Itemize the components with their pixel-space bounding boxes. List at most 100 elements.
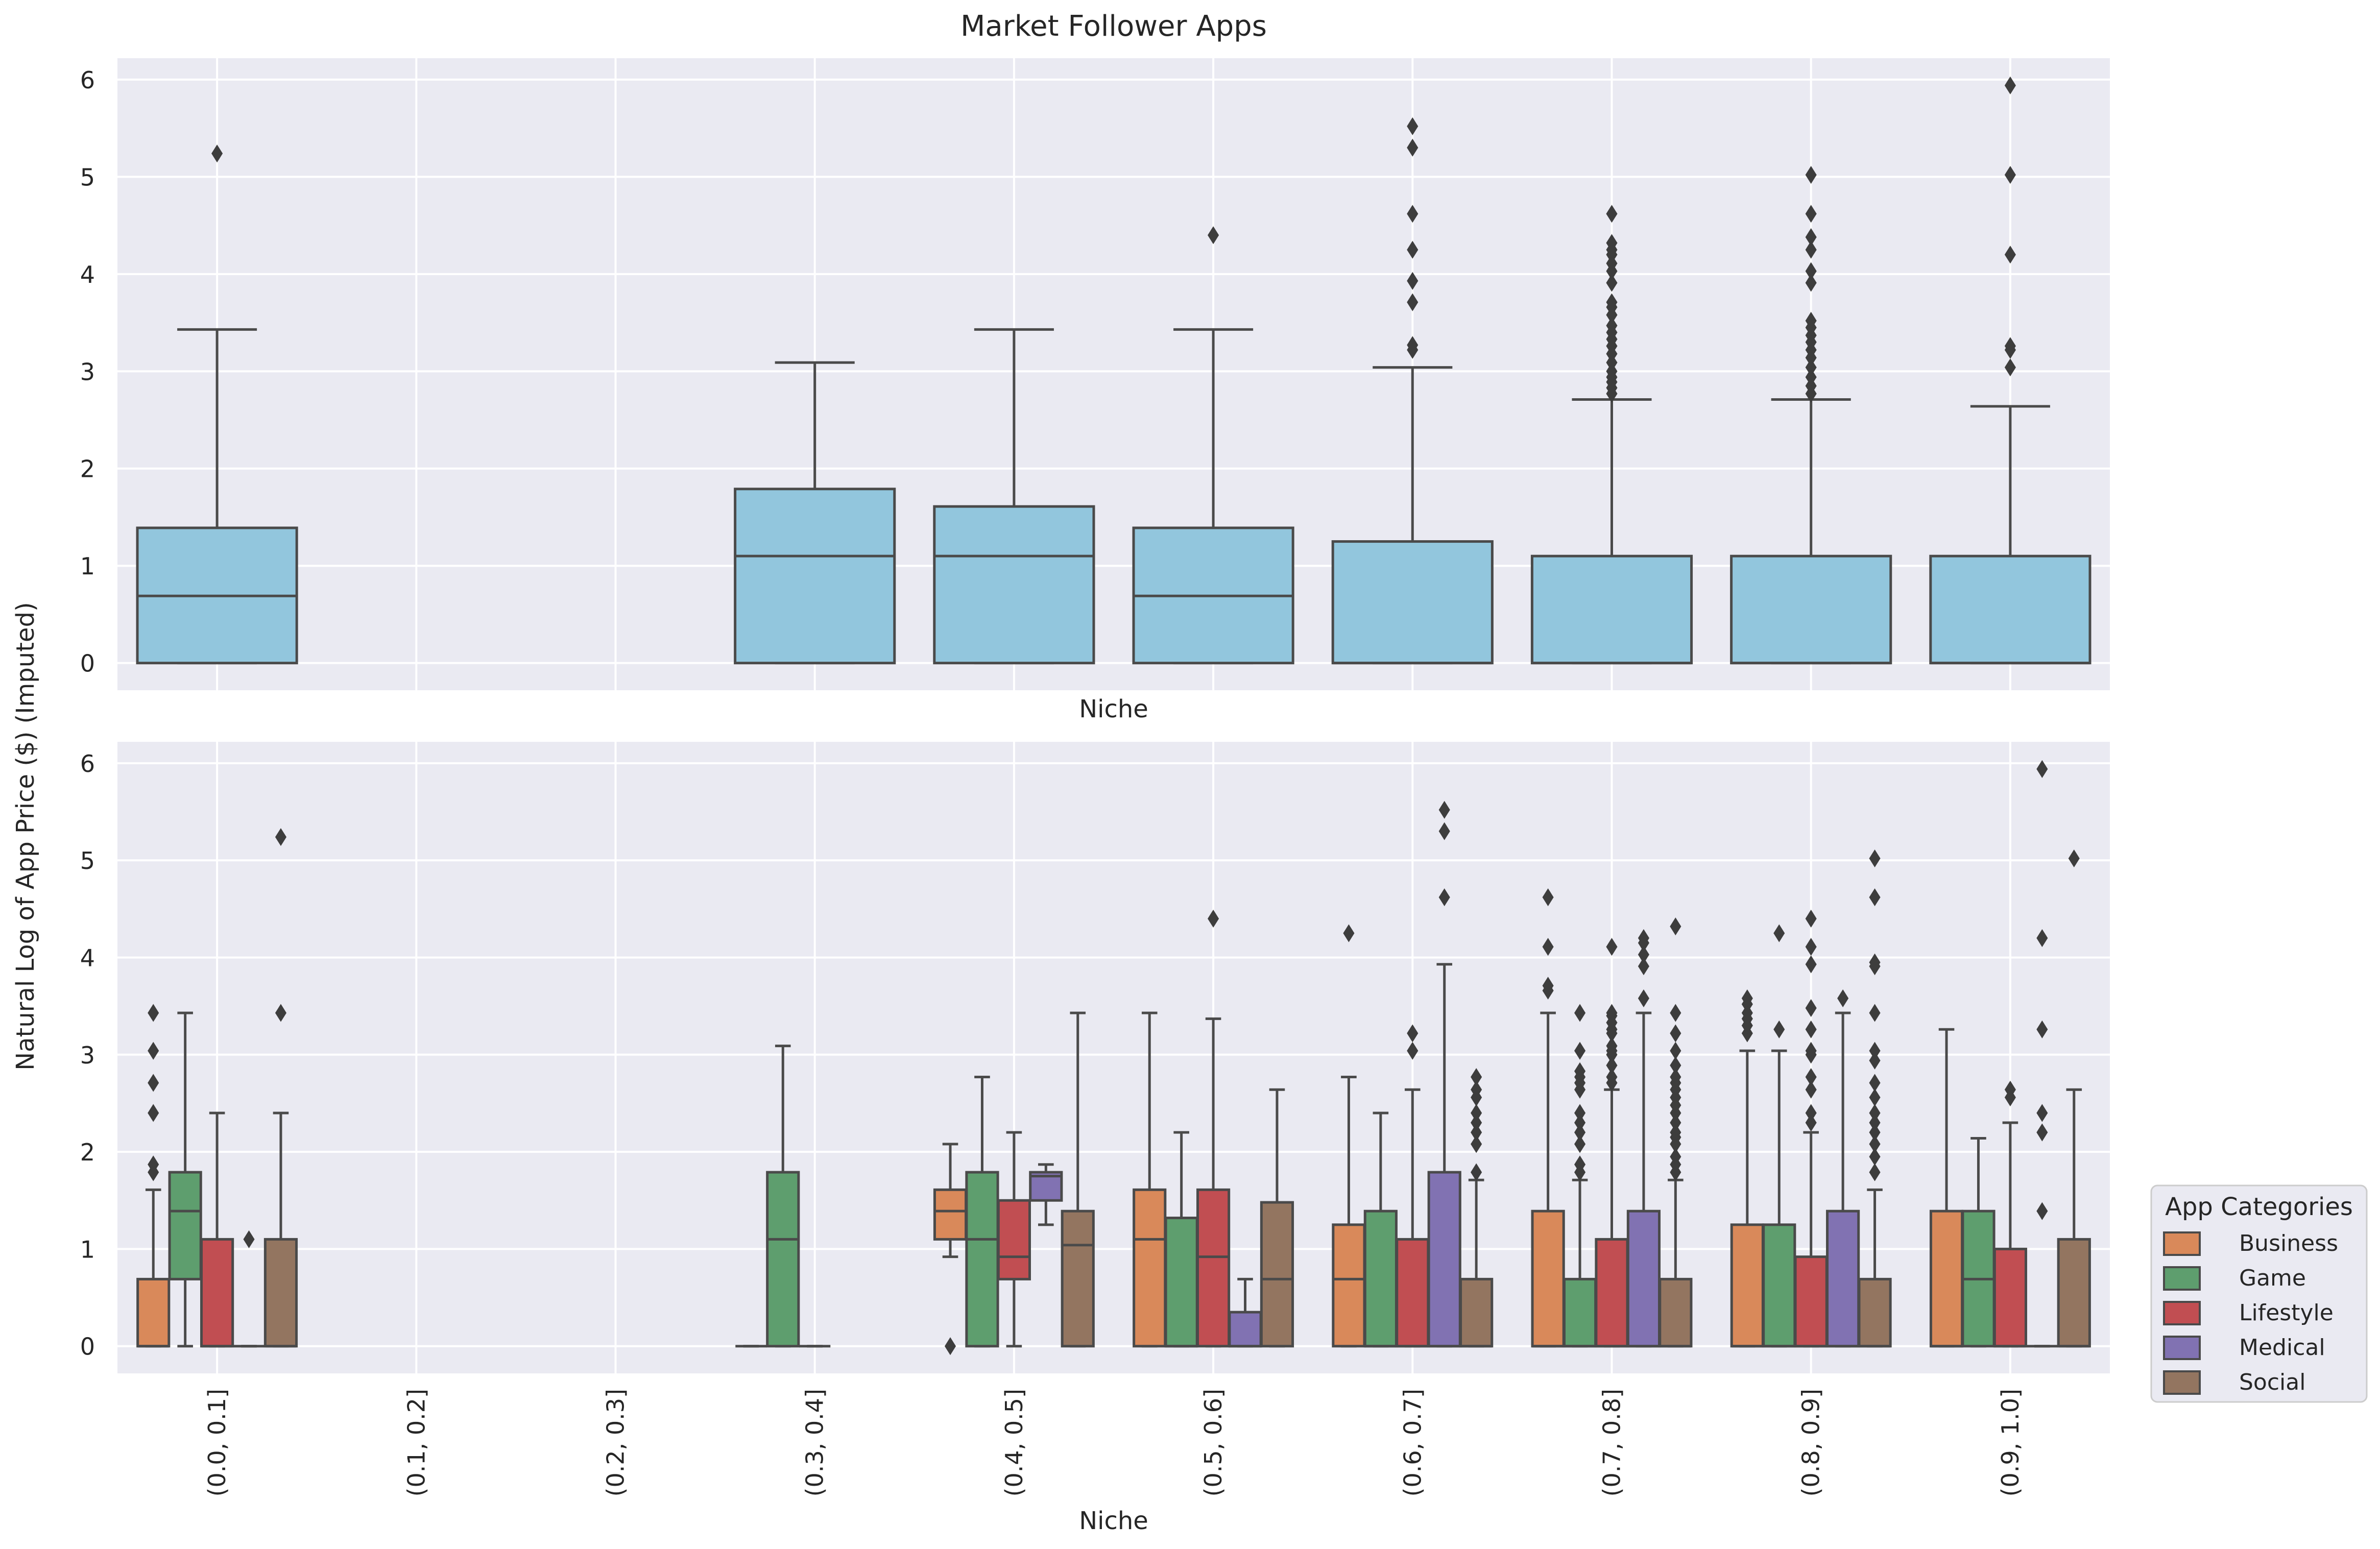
box-iqr [933, 1188, 968, 1241]
legend-swatch [2163, 1301, 2201, 1325]
outlier-marker [1805, 1068, 1817, 1086]
bottom-box-social-5 [1260, 1088, 1294, 1348]
bottom-box-game-8 [1762, 924, 1796, 1348]
bottom-y-tick-label: 5 [80, 847, 95, 875]
outlier-marker [1606, 1056, 1618, 1075]
outlier-marker [1805, 166, 1817, 184]
outlier-marker [1574, 1104, 1586, 1122]
outlier-marker [1471, 1114, 1482, 1132]
outlier-marker [1208, 909, 1219, 928]
outlier-marker [1407, 293, 1419, 311]
legend-label: Medical [2239, 1335, 2325, 1361]
outlier-marker [1869, 1148, 1881, 1166]
outlier-marker [1869, 1074, 1881, 1092]
outlier-marker [1869, 1104, 1881, 1122]
legend: App Categories Business Game Lifestyle Medic… [2150, 1184, 2368, 1403]
bottom-box-medical-5 [1228, 1277, 1262, 1348]
outlier-marker [1670, 1004, 1681, 1022]
outlier-marker [2004, 166, 2016, 184]
top-y-tick-label: 5 [80, 163, 95, 191]
top-y-tick-label: 1 [80, 552, 95, 580]
outlier-marker [1407, 138, 1419, 157]
outlier-marker [1606, 274, 1618, 292]
box-iqr [1530, 554, 1693, 665]
x-tick-label: (0.1, 0.2] [402, 1389, 430, 1496]
bottom-box-lifestyle-0 [200, 1111, 234, 1348]
box-iqr [1929, 1209, 1964, 1348]
outlier-marker [2004, 246, 2016, 264]
top-box-5 [1132, 226, 1294, 665]
outlier-marker [2036, 1104, 2048, 1122]
box-iqr [1626, 1209, 1661, 1348]
bottom-box-social-6 [1459, 1068, 1494, 1348]
bottom-y-tick-label: 6 [80, 750, 95, 778]
top-box-7 [1530, 205, 1693, 665]
outlier-marker [1606, 937, 1618, 956]
outlier-marker [1805, 311, 1817, 330]
outlier-marker [148, 1104, 159, 1122]
outlier-marker [1638, 989, 1649, 1007]
x-tick-label: (0.2, 0.3] [602, 1389, 630, 1496]
outlier-marker [1773, 924, 1785, 942]
outlier-marker [1438, 822, 1450, 840]
outlier-marker [275, 1004, 287, 1022]
outlier-marker [2036, 1020, 2048, 1038]
box-iqr [1730, 554, 1892, 665]
box-iqr [1730, 1223, 1764, 1348]
legend-label: Game [2239, 1265, 2306, 1291]
x-tick-label: (0.9, 1.0] [1997, 1389, 2024, 1496]
outlier-marker [1805, 205, 1817, 223]
outlier-marker [1542, 888, 1554, 907]
box-iqr [933, 505, 1095, 665]
top-box-4 [933, 328, 1095, 665]
outlier-marker [2004, 1080, 2016, 1099]
top-box-6 [1331, 117, 1494, 665]
x-tick-label: (0.7, 0.8] [1598, 1389, 1626, 1496]
box-iqr [200, 1238, 234, 1348]
outlier-marker [2004, 337, 2016, 355]
x-tick-label: (0.3, 0.4] [801, 1389, 829, 1496]
legend-label: Social [2239, 1369, 2305, 1395]
x-tick-label: (0.0, 0.1] [203, 1389, 231, 1496]
legend-swatch [2163, 1266, 2201, 1291]
outlier-marker [1805, 368, 1817, 386]
outlier-marker [1837, 989, 1849, 1007]
box-iqr [1164, 1217, 1198, 1348]
outlier-marker [1638, 946, 1649, 964]
outlier-marker [1869, 1088, 1881, 1107]
top-y-tick-label: 6 [80, 66, 95, 94]
outlier-marker [1574, 1114, 1586, 1132]
box-iqr [1228, 1311, 1262, 1348]
outlier-marker [1471, 1123, 1482, 1142]
legend-item-lifestyle: Lifestyle [2163, 1300, 2334, 1326]
bottom-box-business-9 [1929, 1028, 1964, 1348]
legend-item-medical: Medical [2163, 1335, 2325, 1361]
outlier-marker [1805, 955, 1817, 974]
outlier-marker [1805, 1020, 1817, 1038]
outlier-marker [1805, 1042, 1817, 1060]
outlier-marker [1606, 234, 1618, 252]
outlier-marker [1869, 1114, 1881, 1132]
outlier-marker [1343, 924, 1355, 942]
outlier-marker [1670, 1068, 1681, 1086]
outlier-marker [148, 1155, 159, 1174]
outlier-marker [1805, 999, 1817, 1017]
top-box-0 [136, 144, 298, 665]
box-iqr [1363, 1209, 1398, 1348]
legend-item-social: Social [2163, 1369, 2305, 1395]
legend-item-business: Business [2163, 1230, 2338, 1256]
box-iqr [997, 1199, 1031, 1280]
bottom-box-business-8 [1730, 989, 1764, 1348]
y-axis-label: Natural Log of App Price ($) (Imputed) [11, 602, 40, 1071]
outlier-marker [243, 1230, 255, 1248]
box-iqr [1396, 1238, 1430, 1348]
outlier-marker [1805, 1104, 1817, 1122]
bottom-box-medical-9 [2026, 760, 2058, 1348]
outlier-marker [1574, 1004, 1586, 1022]
outlier-marker [1805, 240, 1817, 259]
outlier-marker [211, 144, 223, 163]
outlier-marker [1407, 205, 1419, 223]
outlier-marker [1869, 1135, 1881, 1153]
outlier-marker [1574, 1123, 1586, 1142]
